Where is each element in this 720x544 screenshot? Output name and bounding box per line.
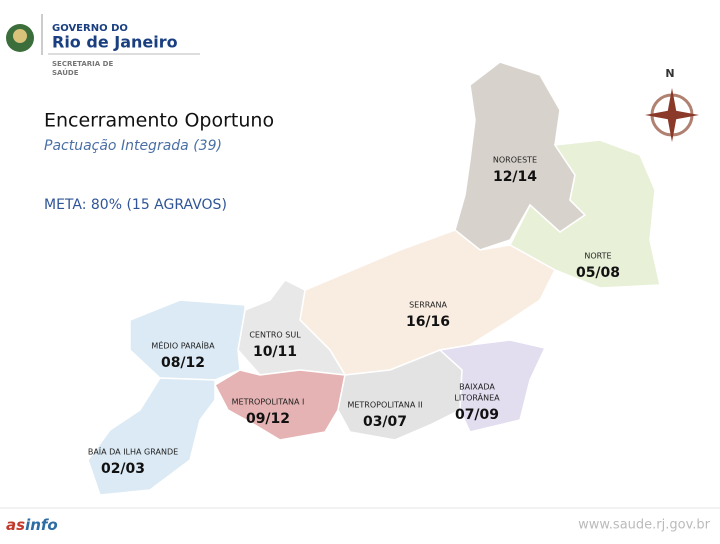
region-label: METROPOLITANA II <box>347 401 422 410</box>
brand: asinfo <box>6 516 58 534</box>
compass-n: N <box>665 67 674 80</box>
goal: META: 80% (15 AGRAVOS) <box>44 197 227 213</box>
region-labels: NOROESTE 12/14 NORTE 05/08 SERRANA 16/16 CENTR… <box>88 156 620 478</box>
region-score: 08/12 <box>161 355 205 371</box>
region-score: 03/07 <box>363 414 407 430</box>
region-score: 09/12 <box>246 411 290 427</box>
map <box>87 61 661 496</box>
crest-inner <box>13 29 27 43</box>
region-score: 16/16 <box>406 314 450 330</box>
region-label: LITORÂNEA <box>454 392 500 403</box>
dept-line: SECRETARIA DE <box>52 60 113 68</box>
region-score: 02/03 <box>101 461 145 477</box>
region-label: SERRANA <box>409 301 447 310</box>
footer-url: www.saude.rj.gov.br <box>578 518 711 533</box>
region-baia-ilha-grande <box>87 377 216 496</box>
region-score: 07/09 <box>455 407 499 423</box>
region-label: MÉDIO PARAÍBA <box>151 340 215 351</box>
region-label: BAÍA DA ILHA GRANDE <box>88 446 178 457</box>
compass-star <box>645 110 699 120</box>
region-score: 10/11 <box>253 344 297 360</box>
region-metropolitana-i <box>214 369 346 441</box>
logo-line: Rio de Janeiro <box>52 33 178 52</box>
region-label: BAIXADA <box>459 383 495 392</box>
logo-line: GOVERNO DO <box>52 23 128 34</box>
region-label: NORTE <box>584 252 611 261</box>
region-label: METROPOLITANA I <box>232 398 305 407</box>
brand-part: as <box>6 516 25 534</box>
region-score: 12/14 <box>493 169 537 185</box>
title: Encerramento Oportuno <box>44 110 274 132</box>
region-label: CENTRO SUL <box>249 331 301 340</box>
region-score: 05/08 <box>576 265 620 281</box>
dept-line: SAÚDE <box>52 68 79 77</box>
brand-part: info <box>25 516 58 534</box>
region-metropolitana-ii <box>337 349 463 441</box>
region-medio-paraiba <box>129 299 246 381</box>
subtitle: Pactuação Integrada (39) <box>44 138 222 154</box>
region-baixada <box>438 339 547 433</box>
region-label: NOROESTE <box>493 156 537 165</box>
compass: N <box>645 67 699 142</box>
logo: GOVERNO DO Rio de Janeiro SECRETARIA DE … <box>6 14 200 77</box>
